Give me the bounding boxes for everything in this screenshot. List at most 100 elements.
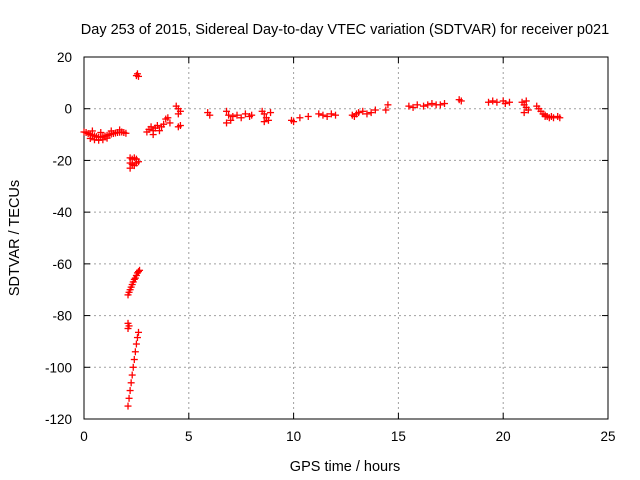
data-point bbox=[359, 107, 367, 115]
data-point bbox=[413, 101, 421, 109]
y-tick-label: 20 bbox=[57, 50, 72, 65]
data-point bbox=[441, 100, 449, 108]
data-point bbox=[136, 266, 144, 274]
data-point bbox=[290, 118, 298, 126]
data-point bbox=[225, 111, 233, 119]
data-point bbox=[363, 110, 371, 118]
data-point bbox=[172, 102, 180, 110]
data-point bbox=[524, 106, 532, 114]
ticks-layer: 0 5 10 15 20 25 -120 -100 -80 -60 -40 -20 0 20 bbox=[45, 50, 616, 444]
data-point bbox=[409, 103, 417, 111]
data-point bbox=[501, 100, 509, 108]
data-point bbox=[223, 119, 231, 127]
y-tick-label: -20 bbox=[52, 153, 72, 168]
data-point bbox=[233, 111, 241, 119]
data-point bbox=[384, 101, 392, 109]
data-point bbox=[134, 328, 142, 336]
data-point bbox=[124, 325, 132, 332]
data-point bbox=[174, 110, 182, 118]
data-point bbox=[107, 127, 115, 135]
data-point bbox=[520, 109, 528, 117]
data-point bbox=[86, 134, 94, 142]
data-point bbox=[132, 340, 140, 348]
x-axis-label: GPS time / hours bbox=[290, 459, 400, 475]
x-tick-label: 15 bbox=[391, 429, 406, 444]
y-axis-label: SDTVAR / TECUs bbox=[7, 180, 23, 296]
x-tick-label: 20 bbox=[496, 429, 511, 444]
data-point bbox=[122, 129, 130, 137]
data-point bbox=[126, 387, 134, 395]
data-point bbox=[132, 72, 140, 80]
data-point bbox=[556, 114, 564, 122]
data-point bbox=[155, 127, 163, 135]
data-point bbox=[130, 356, 138, 364]
y-tick-label: -120 bbox=[45, 412, 72, 427]
data-point bbox=[505, 98, 513, 106]
data-point bbox=[131, 348, 139, 356]
data-point bbox=[241, 110, 249, 118]
data-point bbox=[227, 116, 235, 124]
grid-layer bbox=[84, 57, 608, 419]
x-tick-label: 25 bbox=[600, 429, 615, 444]
data-point bbox=[424, 101, 432, 109]
data-points bbox=[80, 70, 564, 410]
data-point bbox=[134, 268, 142, 276]
x-tick-label: 5 bbox=[185, 429, 193, 444]
data-point bbox=[260, 110, 268, 118]
data-point bbox=[206, 111, 214, 119]
data-point bbox=[355, 109, 363, 117]
data-point bbox=[99, 136, 107, 144]
data-point bbox=[88, 127, 96, 135]
data-point bbox=[315, 110, 323, 118]
data-point bbox=[124, 402, 132, 410]
data-point bbox=[134, 158, 142, 166]
data-point bbox=[493, 98, 501, 106]
data-point bbox=[550, 114, 558, 122]
data-point bbox=[327, 110, 335, 118]
data-point bbox=[127, 379, 135, 387]
data-point bbox=[133, 334, 141, 342]
data-point bbox=[164, 114, 172, 122]
chart-title: Day 253 of 2015, Sidereal Day-to-day VTE… bbox=[81, 22, 609, 38]
data-point bbox=[296, 114, 304, 122]
data-point bbox=[405, 102, 413, 110]
plot-frame bbox=[83, 56, 609, 420]
data-point bbox=[485, 98, 493, 106]
data-point bbox=[382, 106, 390, 114]
data-point bbox=[267, 109, 275, 117]
data-point bbox=[436, 101, 444, 109]
data-point bbox=[229, 112, 237, 120]
data-point bbox=[248, 111, 256, 119]
data-point bbox=[223, 107, 231, 115]
data-point bbox=[323, 112, 331, 120]
x-tick-label: 10 bbox=[286, 429, 301, 444]
data-point bbox=[160, 120, 168, 128]
data-point bbox=[457, 97, 465, 105]
data-point bbox=[149, 131, 157, 139]
y-tick-label: -80 bbox=[52, 309, 72, 324]
data-point bbox=[128, 371, 136, 379]
data-point bbox=[153, 122, 161, 130]
data-point bbox=[522, 97, 530, 105]
data-point bbox=[541, 112, 549, 120]
data-point bbox=[126, 164, 134, 172]
y-tick-label: -60 bbox=[52, 257, 72, 272]
x-tick-label: 0 bbox=[80, 429, 88, 444]
data-point bbox=[237, 114, 245, 122]
data-point bbox=[129, 363, 137, 371]
data-point bbox=[125, 394, 133, 402]
data-point bbox=[428, 100, 436, 108]
y-tick-label: -40 bbox=[52, 205, 72, 220]
data-point bbox=[130, 275, 138, 283]
data-point bbox=[264, 116, 272, 124]
data-point bbox=[260, 118, 268, 126]
data-point bbox=[174, 123, 182, 131]
y-tick-label: -100 bbox=[45, 360, 72, 375]
data-point bbox=[319, 111, 327, 119]
data-point bbox=[367, 109, 375, 117]
data-point bbox=[103, 134, 111, 142]
data-point bbox=[166, 119, 174, 127]
data-point bbox=[489, 97, 497, 105]
data-point bbox=[97, 129, 105, 137]
